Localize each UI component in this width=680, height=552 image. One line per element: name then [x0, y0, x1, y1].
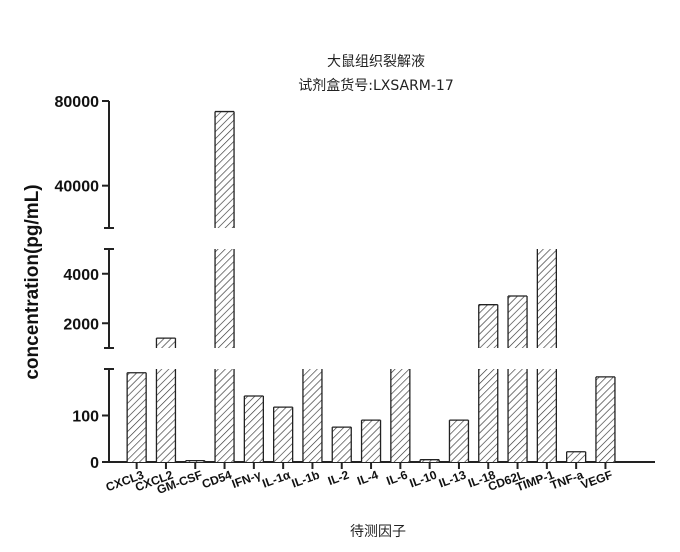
chart-title: 大鼠组织裂解液	[327, 54, 425, 70]
category-label: CD54	[200, 468, 234, 492]
bar	[478, 369, 498, 462]
chart-subtitle: 试剂盒货号:LXSARM-17	[298, 77, 454, 94]
y-tick-label: 4000	[63, 267, 99, 284]
category-label: IFN-γ	[230, 468, 263, 492]
y-tick-label: 2000	[63, 316, 99, 333]
category-label: IL-6	[385, 468, 410, 489]
bar	[156, 338, 176, 348]
x-axis-label: 待测因子	[350, 524, 406, 540]
category-label: IL-1b	[290, 468, 322, 491]
bar	[566, 451, 586, 462]
bar	[273, 407, 293, 462]
bar	[302, 369, 322, 462]
bar	[244, 395, 264, 462]
bar	[215, 369, 235, 462]
bar	[215, 249, 235, 348]
bar	[508, 369, 528, 462]
bars	[126, 110, 616, 462]
category-label: IL-2	[326, 468, 351, 489]
bar	[390, 369, 410, 462]
y-tick-label: 0	[90, 455, 99, 472]
bar	[215, 111, 235, 228]
bar	[420, 459, 440, 462]
bar	[537, 369, 557, 462]
bar	[332, 427, 352, 462]
category-label: IL-10	[408, 468, 439, 491]
bar	[361, 420, 381, 462]
bar	[537, 249, 557, 348]
category-label: IL-13	[437, 468, 468, 491]
y-tick-label: 100	[72, 409, 99, 426]
bar	[595, 376, 615, 462]
y-tick-label: 80000	[55, 94, 100, 111]
bar	[449, 420, 469, 462]
category-label: IL-1α	[260, 467, 292, 490]
bar	[127, 372, 147, 462]
bar	[185, 460, 205, 462]
bar	[156, 369, 176, 462]
bar	[478, 304, 498, 348]
category-label: VEGF	[579, 468, 614, 492]
y-axis-label: concentration(pg/mL)	[22, 184, 43, 379]
bar	[508, 296, 528, 348]
y-tick-label: 40000	[55, 179, 100, 196]
category-label: IL-4	[355, 468, 380, 489]
